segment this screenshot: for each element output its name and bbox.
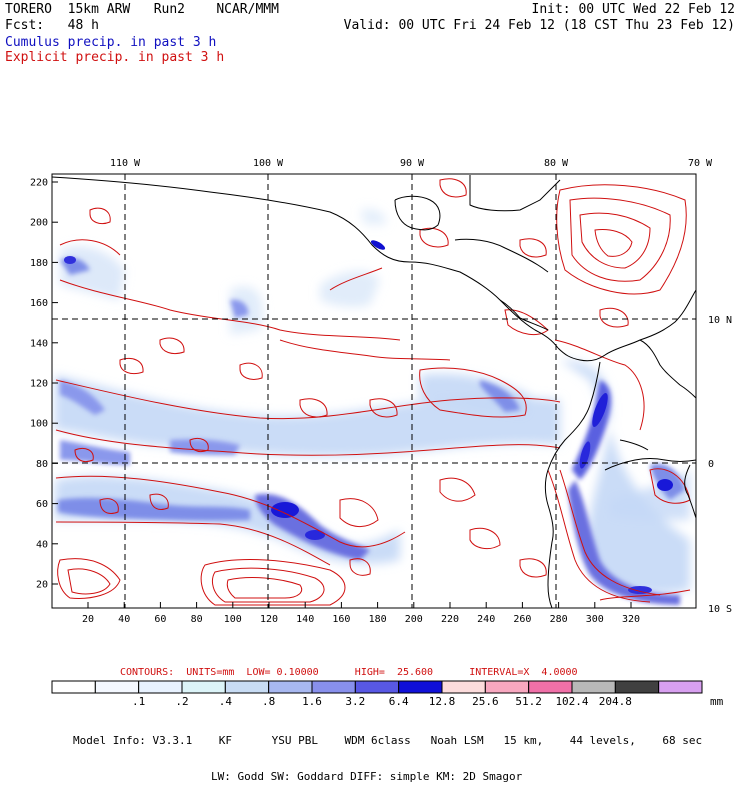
- bottom-tick-label: 280: [550, 614, 568, 625]
- header-valid-time: Valid: 00 UTC Fri 24 Feb 12 (18 CST Thu …: [343, 18, 735, 33]
- field-cumulus-label: Cumulus precip. in past 3 h: [5, 35, 217, 50]
- bottom-tick-label: 320: [622, 614, 640, 625]
- colorbar-swatch: [441, 680, 486, 694]
- top-lon-label: 70 W: [688, 158, 713, 169]
- right-lat-label: 0: [708, 459, 714, 470]
- left-tick-label: 160: [30, 298, 48, 309]
- right-lat-label: 10 N: [708, 315, 732, 326]
- colorbar-swatch: [311, 680, 356, 694]
- bottom-tick-label: 120: [260, 614, 278, 625]
- precip-map: 220 200 180 160 140 120 100 80 60 40 20 20 40 60 80 10…: [30, 158, 732, 708]
- left-axis: 220 200 180 160 140 120 100 80 60 40 20: [30, 178, 58, 591]
- bottom-tick-label: 40: [118, 614, 130, 625]
- colorbar-swatch: [398, 680, 443, 694]
- model-info: Model Info: V3.3.1 KF YSU PBL WDM 6class…: [73, 711, 702, 795]
- colorbar-swatch: [94, 680, 140, 694]
- cumulus-heavy-shading: [64, 240, 673, 594]
- colorbar-swatch: [484, 680, 530, 694]
- colorbar-swatch: [138, 680, 183, 694]
- colorbar-swatch: [571, 680, 616, 694]
- top-lon-label: 80 W: [544, 158, 569, 169]
- coastlines: [52, 175, 696, 608]
- colorbar-swatch: [181, 680, 226, 694]
- bottom-tick-label: 300: [586, 614, 604, 625]
- field-explicit-label: Explicit precip. in past 3 h: [5, 50, 225, 65]
- model-info-line2: LW: Godd SW: Goddard DIFF: simple KM: 2D…: [211, 770, 523, 783]
- top-longitude-labels: 110 W 100 W 90 W 80 W 70 W: [110, 158, 713, 169]
- left-tick-label: 40: [36, 539, 48, 550]
- left-tick-label: 80: [36, 459, 48, 470]
- colorbar-label: .2: [175, 695, 188, 708]
- colorbar-swatch: [354, 680, 400, 694]
- colorbar-swatch: [224, 680, 270, 694]
- colorbar-swatch: [528, 680, 573, 694]
- bottom-tick-label: 80: [191, 614, 203, 625]
- bottom-tick-label: 200: [405, 614, 423, 625]
- plot-frame: [51, 173, 697, 609]
- lat-lon-grid: [52, 174, 696, 608]
- colorbar-label: .1: [132, 695, 145, 708]
- contours-info: CONTOURS: UNITS=mm LOW= 0.10000 HIGH= 25…: [120, 667, 578, 678]
- colorbar-label: .8: [262, 695, 275, 708]
- colorbar-label: 51.2: [515, 695, 542, 708]
- bottom-tick-label: 240: [477, 614, 495, 625]
- colorbar-label: 102.4: [555, 695, 588, 708]
- colorbar-label: 3.2: [345, 695, 365, 708]
- colorbar-swatch: [658, 680, 703, 694]
- left-tick-label: 60: [36, 499, 48, 510]
- top-lon-label: 100 W: [253, 158, 284, 169]
- left-tick-label: 100: [30, 419, 48, 430]
- colorbar-label: 6.4: [389, 695, 409, 708]
- header-title: TORERO 15km ARW Run2 NCAR/MMM: [5, 2, 279, 17]
- left-tick-label: 20: [36, 580, 48, 591]
- left-tick-label: 200: [30, 218, 48, 229]
- model-info-line1: Model Info: V3.3.1 KF YSU PBL WDM 6class…: [73, 734, 703, 747]
- top-lon-label: 110 W: [110, 158, 141, 169]
- left-tick-label: 140: [30, 338, 48, 349]
- colorbar-label: 204.8: [599, 695, 632, 708]
- colorbar: .1 .2 .4 .8 1.6 3.2 6.4 12.8 25.6 51.2 102.4 204.8 m…: [51, 680, 724, 708]
- bottom-tick-label: 60: [154, 614, 166, 625]
- bottom-tick-label: 100: [224, 614, 242, 625]
- left-tick-label: 180: [30, 258, 48, 269]
- bottom-tick-label: 220: [441, 614, 459, 625]
- colorbar-label: .4: [219, 695, 233, 708]
- header-forecast-hour: Fcst: 48 h: [5, 18, 99, 33]
- top-lon-label: 90 W: [400, 158, 425, 169]
- bottom-tick-label: 20: [82, 614, 94, 625]
- bottom-tick-label: 140: [296, 614, 314, 625]
- right-lat-label: 10 S: [708, 604, 732, 615]
- colorbar-label: 25.6: [472, 695, 499, 708]
- bottom-tick-label: 260: [513, 614, 531, 625]
- left-tick-label: 220: [30, 178, 48, 189]
- colorbar-swatch: [614, 680, 660, 694]
- left-tick-label: 120: [30, 379, 48, 390]
- colorbar-swatch: [51, 680, 96, 694]
- colorbar-label: 12.8: [429, 695, 456, 708]
- bottom-tick-label: 180: [369, 614, 387, 625]
- colorbar-unit: mm: [710, 695, 724, 708]
- plot-area: [52, 174, 696, 608]
- right-latitude-labels: 10 N 0 10 S: [708, 315, 732, 615]
- header-init-time: Init: 00 UTC Wed 22 Feb 12: [531, 2, 736, 17]
- colorbar-label: 1.6: [302, 695, 322, 708]
- colorbar-swatch: [268, 680, 313, 694]
- bottom-tick-label: 160: [332, 614, 350, 625]
- bottom-axis: 20 40 60 80 100 120 140 160 180 200 220 240 260 280 30…: [82, 602, 640, 625]
